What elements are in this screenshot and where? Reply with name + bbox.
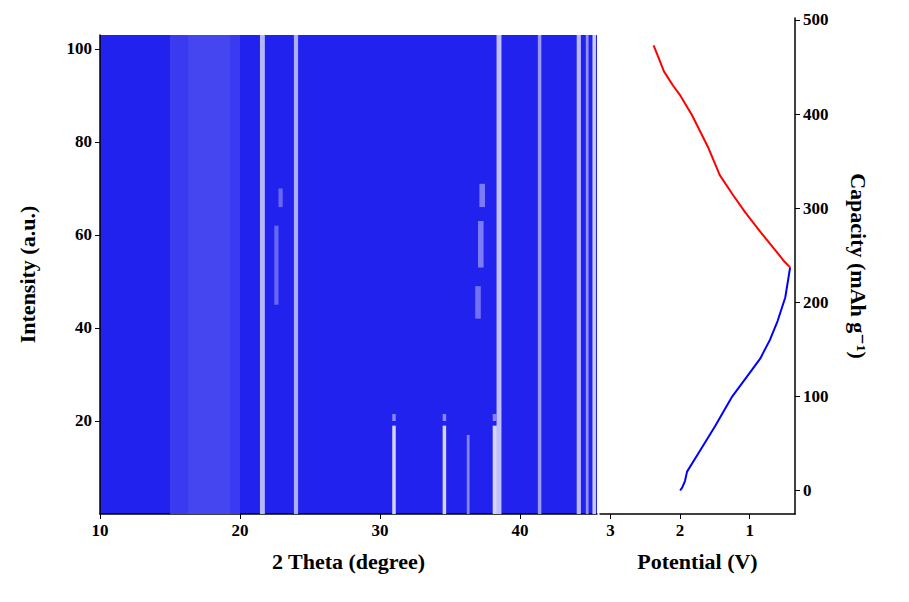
svg-text:300: 300 [803, 199, 829, 218]
svg-text:40: 40 [512, 521, 529, 540]
svg-text:2 Theta (degree): 2 Theta (degree) [272, 549, 425, 574]
svg-text:Capacity (mAh g⁻¹): Capacity (mAh g⁻¹) [846, 173, 871, 359]
svg-text:2: 2 [676, 521, 685, 540]
svg-text:3: 3 [606, 521, 615, 540]
svg-text:0: 0 [803, 481, 812, 500]
svg-text:Potential (V): Potential (V) [637, 549, 757, 574]
svg-text:Intensity (a.u.): Intensity (a.u.) [15, 206, 40, 344]
svg-text:10: 10 [92, 521, 109, 540]
svg-text:100: 100 [803, 387, 829, 406]
svg-text:400: 400 [803, 105, 829, 124]
svg-text:20: 20 [75, 411, 92, 430]
svg-text:60: 60 [75, 225, 92, 244]
svg-text:200: 200 [803, 293, 829, 312]
svg-text:100: 100 [67, 39, 93, 58]
svg-text:20: 20 [232, 521, 249, 540]
svg-text:500: 500 [803, 10, 829, 29]
svg-text:1: 1 [745, 521, 754, 540]
svg-text:40: 40 [75, 318, 92, 337]
svg-text:80: 80 [75, 132, 92, 151]
svg-text:30: 30 [372, 521, 389, 540]
